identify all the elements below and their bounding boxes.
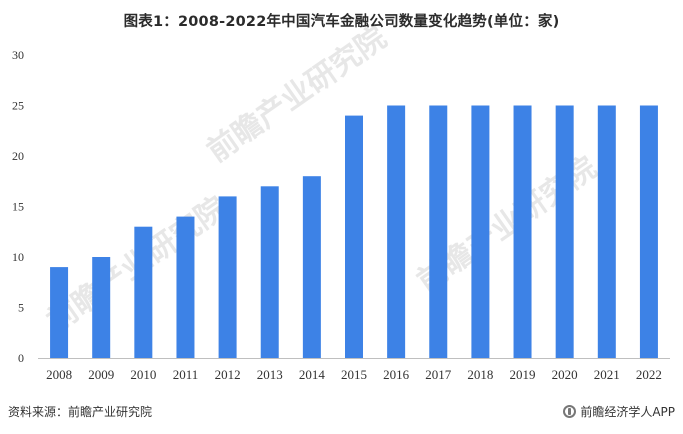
bar [92,257,111,358]
bar [555,105,574,358]
bar [345,115,363,358]
bar [471,105,490,358]
x-tick-label: 2008 [46,367,72,382]
x-tick-label: 2016 [383,367,410,382]
bar [176,216,195,358]
x-tick-label: 2021 [594,367,620,382]
x-tick-label: 2015 [341,367,367,382]
x-tick-label: 2022 [636,367,662,382]
y-tick-label: 25 [12,99,24,113]
x-tick-label: 2020 [552,367,578,382]
y-tick-label: 10 [12,250,24,264]
x-tick-label: 2013 [257,367,283,382]
bar [387,105,406,358]
bar [639,105,658,358]
y-tick-label: 30 [12,48,24,62]
x-tick-label: 2014 [299,367,326,382]
bar [218,196,237,358]
bar [597,105,616,358]
y-tick-label: 5 [18,301,24,315]
x-tick-label: 2019 [510,367,536,382]
x-tick-label: 2012 [215,367,241,382]
y-tick-label: 15 [12,200,24,214]
source-note: 资料来源：前瞻产业研究院 [8,405,153,419]
bar [429,105,448,358]
bar [134,226,153,358]
x-tick-label: 2011 [173,367,199,382]
chart-title: 图表1：2008-2022年中国汽车金融公司数量变化趋势(单位：家) [123,14,560,30]
brand-credit: 前瞻经济学人APP [563,403,675,420]
x-tick-label: 2018 [467,367,493,382]
bar [50,267,69,358]
brand-logo-icon [563,405,577,418]
bar [513,105,532,358]
x-tick-label: 2010 [130,367,156,382]
y-tick-label: 20 [12,149,24,163]
bar [302,176,321,358]
x-tick-label: 2017 [425,367,452,382]
brand-name: 前瞻经济学人APP [580,405,675,419]
bar [260,186,279,358]
y-tick-label: 0 [18,351,24,365]
x-tick-label: 2009 [88,367,114,382]
